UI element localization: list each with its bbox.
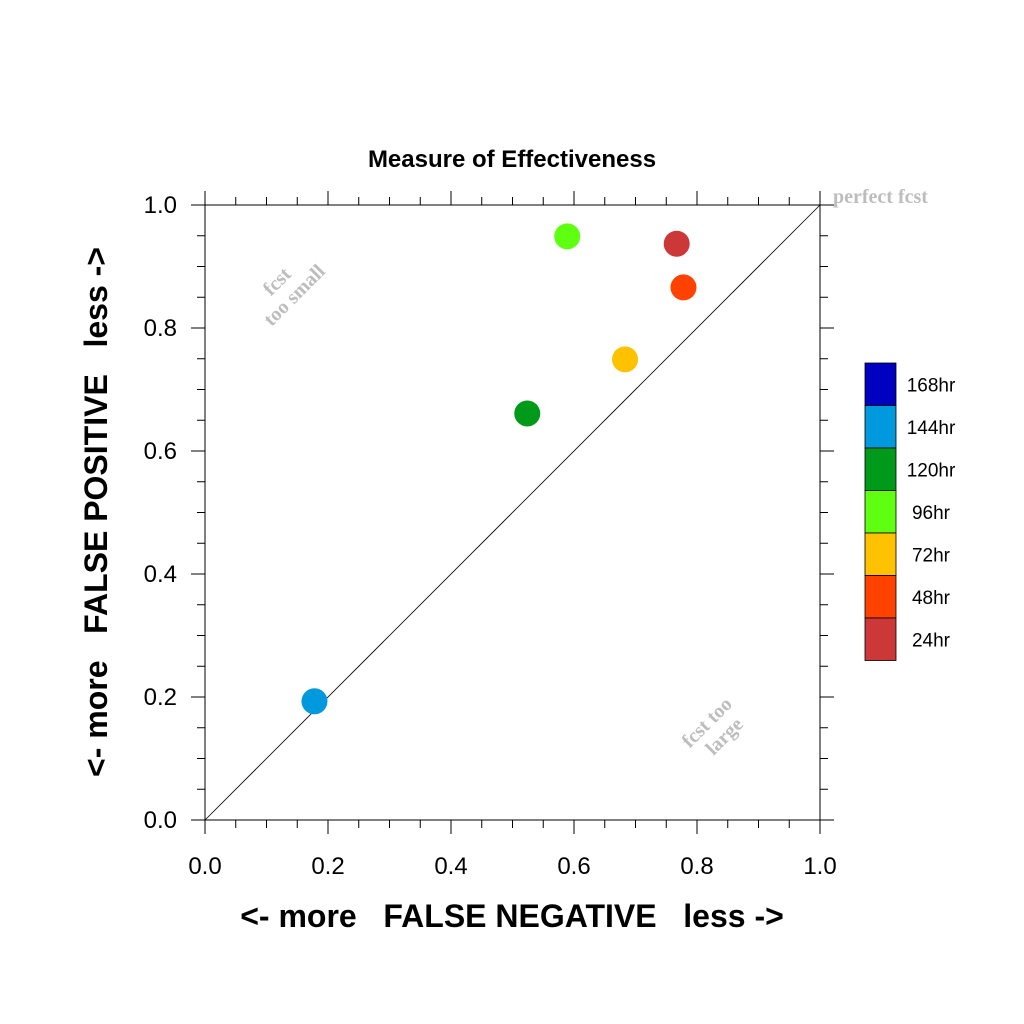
annotation-perfect-forecast: perfect fcst [833, 186, 928, 208]
x-tick-label: 0.8 [680, 853, 713, 880]
y-tick-labels: 0.0 0.2 0.4 0.6 0.8 1.0 [144, 192, 177, 834]
legend-label-48hr: 48hr [912, 588, 951, 609]
x-tick-label: 0.0 [188, 853, 221, 880]
legend-swatch-24hr [864, 617, 897, 661]
legend-swatch-168hr [864, 362, 897, 406]
legend-label-120hr: 120hr [907, 460, 956, 481]
legend-swatch-48hr [864, 575, 897, 619]
y-tick-label: 0.2 [144, 684, 177, 711]
data-point-120hr [514, 400, 541, 427]
x-tick-label: 0.2 [311, 853, 344, 880]
data-point-48hr [670, 274, 697, 301]
data-point-24hr [663, 230, 690, 257]
legend: 168hr 144hr 120hr 96hr 72hr 48hr 24hr [864, 362, 956, 661]
data-point-144hr [301, 688, 328, 715]
chart-title: Measure of Effectiveness [368, 146, 656, 173]
y-tick-label: 1.0 [144, 192, 177, 219]
legend-swatch-144hr [864, 405, 897, 449]
legend-swatch-120hr [864, 447, 897, 491]
legend-swatch-72hr [864, 532, 897, 576]
legend-label-168hr: 168hr [907, 375, 956, 396]
axis-ticks [191, 191, 834, 834]
data-points [301, 223, 697, 715]
y-axis-label: <- more FALSE POSITIVE less -> [78, 247, 114, 777]
x-tick-label: 0.6 [557, 853, 590, 880]
legend-label-144hr: 144hr [907, 418, 956, 439]
annotation-too-small: fcst too small [244, 245, 330, 331]
y-tick-label: 0.8 [144, 315, 177, 342]
legend-label-96hr: 96hr [912, 503, 951, 524]
legend-label-72hr: 72hr [912, 545, 951, 566]
annotation-too-large: fcst too large [678, 690, 756, 768]
y-tick-label: 0.0 [144, 807, 177, 834]
x-tick-label: 0.4 [434, 853, 467, 880]
legend-label-24hr: 24hr [912, 630, 951, 651]
x-tick-label: 1.0 [803, 853, 836, 880]
legend-swatch-96hr [864, 490, 897, 534]
x-tick-labels: 0.0 0.2 0.4 0.6 0.8 1.0 [188, 853, 836, 880]
x-axis-label: <- more FALSE NEGATIVE less -> [240, 898, 784, 934]
y-tick-label: 0.4 [144, 561, 177, 588]
data-point-72hr [612, 346, 639, 373]
perfect-forecast-line [204, 204, 821, 821]
y-tick-label: 0.6 [144, 438, 177, 465]
data-point-96hr [554, 223, 581, 250]
